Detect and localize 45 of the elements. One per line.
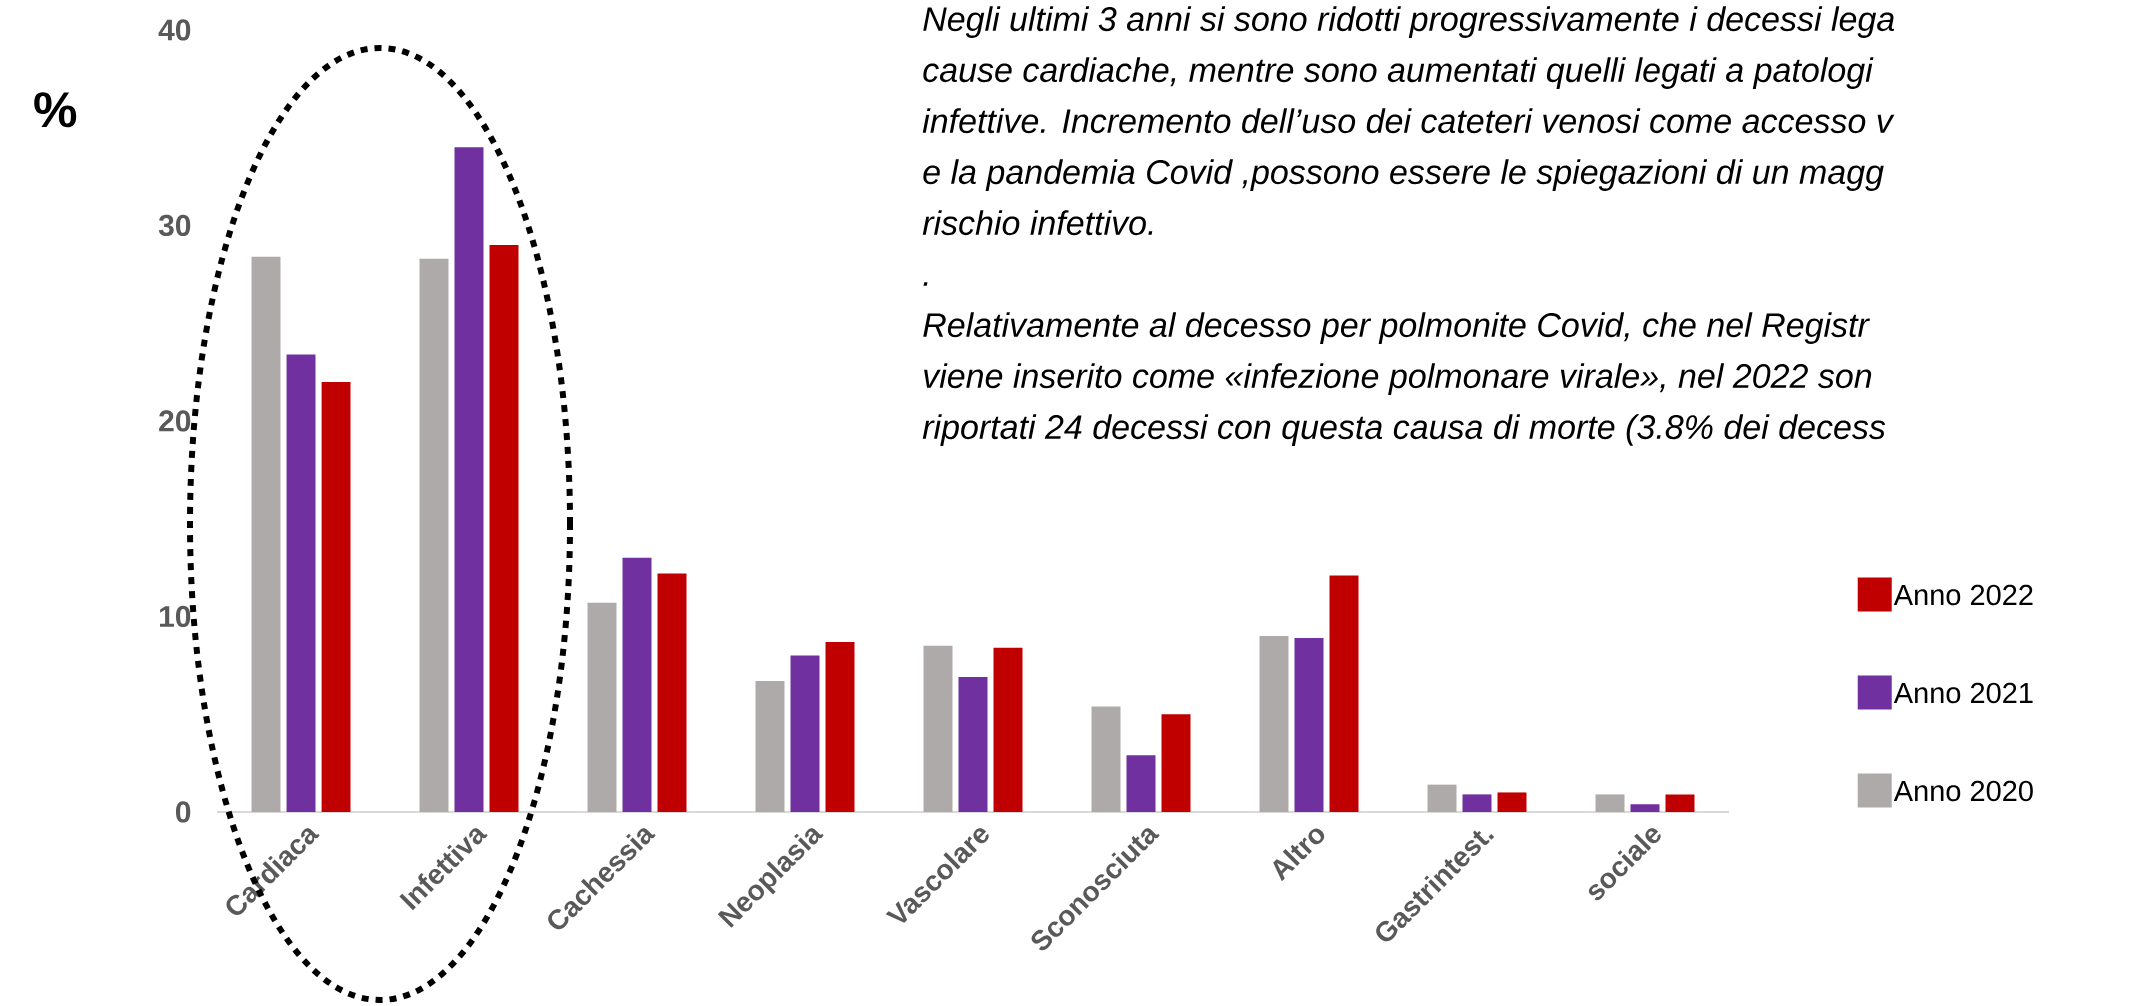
annotation: riportati 24 decessi con questa causa di morte (3.8% dei decess (922, 414, 1886, 446)
bar (1329, 575, 1359, 812)
bar (454, 147, 484, 812)
annotation: . (923, 282, 928, 286)
bar (958, 677, 988, 812)
bar (755, 681, 785, 812)
bar (1161, 714, 1191, 812)
bar (489, 245, 519, 812)
bar (657, 573, 687, 812)
bar (1091, 706, 1121, 812)
bar (1462, 794, 1492, 812)
y-tick-label: 10 (159, 605, 191, 628)
annotation: Relativamente al decesso per polmonite Covid, che nel Registr (923, 312, 1870, 344)
bar (251, 256, 281, 812)
bar (1259, 636, 1289, 812)
bar (1294, 637, 1324, 812)
y-tick-label: 40 (158, 19, 191, 41)
bar (321, 381, 351, 812)
y-tick-label: 20 (159, 410, 191, 432)
annotation: rischio infettivo. (922, 210, 1153, 236)
bar (1665, 794, 1695, 812)
bar (1630, 804, 1660, 812)
bar (1427, 784, 1457, 812)
annotation: cause cardiache, mentre sono aumentati quelli legati a patologi (923, 57, 1874, 89)
legend-label: Anno 2020 (1893, 780, 2033, 802)
annotation: infettive. Incremento dell’uso dei cateteri venosi come accesso v (922, 108, 1895, 134)
bar (993, 647, 1023, 812)
bar (286, 354, 316, 812)
bar (419, 258, 449, 812)
legend-label: Anno 2022 (1893, 584, 2033, 606)
y-axis-title: % (34, 92, 77, 128)
bar (1497, 792, 1527, 812)
legend-label: Anno 2021 (1893, 682, 2033, 704)
bar (923, 645, 953, 812)
y-tick-label: 30 (158, 214, 191, 237)
bar (1126, 755, 1156, 812)
annotation: viene inserito come «infezione polmonare virale», nel 2022 son (924, 363, 1872, 395)
bar (587, 602, 617, 812)
bar (1595, 794, 1625, 812)
annotation: Negli ultimi 3 anni si sono ridotti progressivamente i decessi lega (923, 6, 1895, 38)
bar (825, 641, 855, 812)
annotation: e la pandemia Covid ,possono essere le spiegazioni di un magg (923, 159, 1884, 191)
bar (622, 557, 652, 812)
y-tick-label: 0 (175, 801, 191, 823)
bar (790, 655, 820, 812)
